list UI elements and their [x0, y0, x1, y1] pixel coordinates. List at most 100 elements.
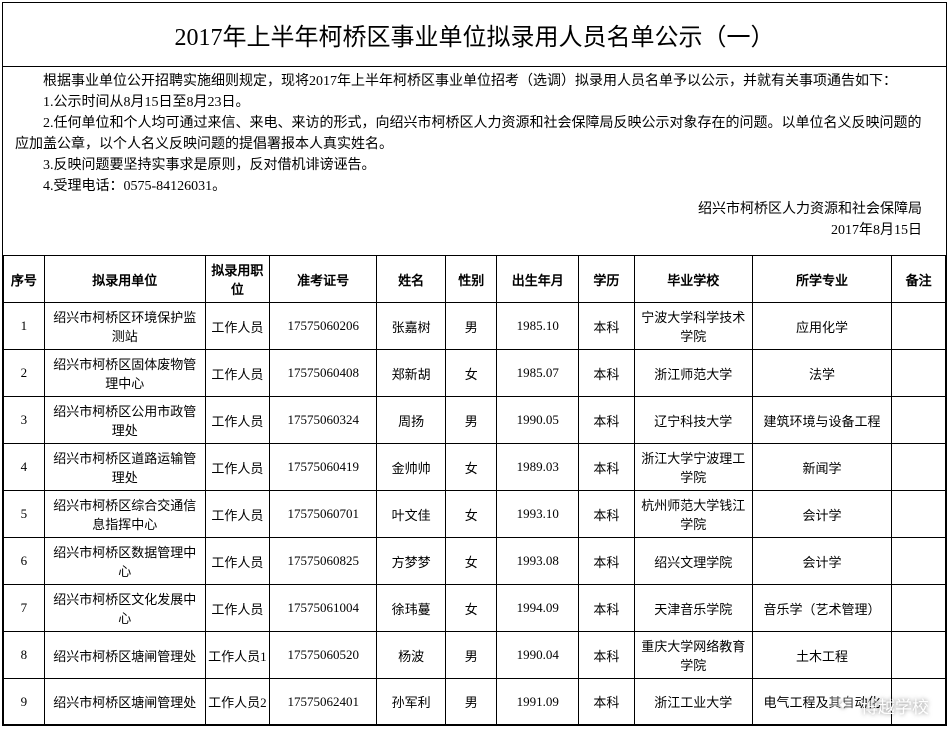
cell-major: 音乐学（艺术管理）	[752, 585, 891, 632]
cell-sex: 女	[445, 350, 496, 397]
cell-note	[892, 350, 946, 397]
cell-note	[892, 585, 946, 632]
table-row: 7绍兴市柯桥区文化发展中心工作人员17575061004徐玮蔓女1994.09本…	[4, 585, 946, 632]
issuer-org: 绍兴市柯桥区人力资源和社会保障局	[15, 199, 922, 220]
th-sex: 性别	[445, 256, 496, 303]
cell-school: 浙江大学宁波理工学院	[634, 444, 752, 491]
cell-note	[892, 632, 946, 679]
cell-exam: 17575061004	[270, 585, 377, 632]
table-row: 8绍兴市柯桥区塘闸管理处工作人员117575060520杨波男1990.04本科…	[4, 632, 946, 679]
th-note: 备注	[892, 256, 946, 303]
cell-name: 张嘉树	[377, 303, 446, 350]
cell-idx: 5	[4, 491, 45, 538]
table-row: 1绍兴市柯桥区环境保护监测站工作人员17575060206张嘉树男1985.10…	[4, 303, 946, 350]
cell-school: 重庆大学网络教育学院	[634, 632, 752, 679]
cell-major: 新闻学	[752, 444, 891, 491]
th-edu: 学历	[579, 256, 635, 303]
cell-name: 叶文佳	[377, 491, 446, 538]
cell-unit: 绍兴市柯桥区道路运输管理处	[44, 444, 205, 491]
cell-birth: 1991.09	[497, 679, 579, 725]
cell-birth: 1990.05	[497, 397, 579, 444]
intro-line-2: 2.任何单位和个人均可通过来信、来电、来访的形式，向绍兴市柯桥区人力资源和社会保…	[15, 113, 934, 155]
cell-edu: 本科	[579, 538, 635, 585]
cell-school: 天津音乐学院	[634, 585, 752, 632]
th-pos: 拟录用职位	[205, 256, 269, 303]
cell-note	[892, 491, 946, 538]
cell-name: 方梦梦	[377, 538, 446, 585]
cell-name: 郑新胡	[377, 350, 446, 397]
table-row: 3绍兴市柯桥区公用市政管理处工作人员17575060324周扬男1990.05本…	[4, 397, 946, 444]
cell-pos: 工作人员2	[205, 679, 269, 725]
table-row: 6绍兴市柯桥区数据管理中心工作人员17575060825方梦梦女1993.08本…	[4, 538, 946, 585]
th-exam: 准考证号	[270, 256, 377, 303]
intro-line-4: 4.受理电话：0575-84126031。	[15, 176, 934, 197]
table-row: 5绍兴市柯桥区综合交通信息指挥中心工作人员17575060701叶文佳女1993…	[4, 491, 946, 538]
cell-school: 绍兴文理学院	[634, 538, 752, 585]
table-header-row: 序号 拟录用单位 拟录用职位 准考证号 姓名 性别 出生年月 学历 毕业学校 所…	[4, 256, 946, 303]
cell-pos: 工作人员	[205, 303, 269, 350]
th-school: 毕业学校	[634, 256, 752, 303]
th-unit: 拟录用单位	[44, 256, 205, 303]
cell-unit: 绍兴市柯桥区数据管理中心	[44, 538, 205, 585]
cell-major: 法学	[752, 350, 891, 397]
cell-edu: 本科	[579, 491, 635, 538]
cell-idx: 8	[4, 632, 45, 679]
cell-idx: 1	[4, 303, 45, 350]
table-row: 9绍兴市柯桥区塘闸管理处工作人员217575062401孙军利男1991.09本…	[4, 679, 946, 725]
cell-idx: 3	[4, 397, 45, 444]
cell-edu: 本科	[579, 632, 635, 679]
cell-birth: 1989.03	[497, 444, 579, 491]
cell-sex: 女	[445, 585, 496, 632]
cell-major: 会计学	[752, 491, 891, 538]
cell-note	[892, 538, 946, 585]
cell-school: 杭州师范大学钱江学院	[634, 491, 752, 538]
intro-line-3: 3.反映问题要坚持实事求是原则，反对借机诽谤诬告。	[15, 155, 934, 176]
cell-pos: 工作人员	[205, 491, 269, 538]
cell-unit: 绍兴市柯桥区文化发展中心	[44, 585, 205, 632]
cell-birth: 1993.08	[497, 538, 579, 585]
cell-edu: 本科	[579, 303, 635, 350]
cell-pos: 工作人员1	[205, 632, 269, 679]
cell-school: 浙江师范大学	[634, 350, 752, 397]
cell-birth: 1993.10	[497, 491, 579, 538]
th-name: 姓名	[377, 256, 446, 303]
document-page: 2017年上半年柯桥区事业单位拟录用人员名单公示（一） 根据事业单位公开招聘实施…	[2, 2, 947, 726]
cell-birth: 1994.09	[497, 585, 579, 632]
th-birth: 出生年月	[497, 256, 579, 303]
th-idx: 序号	[4, 256, 45, 303]
cell-name: 徐玮蔓	[377, 585, 446, 632]
cell-name: 周扬	[377, 397, 446, 444]
cell-birth: 1985.10	[497, 303, 579, 350]
cell-idx: 7	[4, 585, 45, 632]
intro-line-0: 根据事业单位公开招聘实施细则规定，现将2017年上半年柯桥区事业单位招考（选调）…	[15, 71, 934, 92]
table-row: 2绍兴市柯桥区固体废物管理中心工作人员17575060408郑新胡女1985.0…	[4, 350, 946, 397]
cell-edu: 本科	[579, 679, 635, 725]
cell-sex: 男	[445, 632, 496, 679]
cell-major: 会计学	[752, 538, 891, 585]
cell-idx: 9	[4, 679, 45, 725]
cell-pos: 工作人员	[205, 538, 269, 585]
cell-school: 辽宁科技大学	[634, 397, 752, 444]
cell-exam: 17575060701	[270, 491, 377, 538]
cell-sex: 男	[445, 303, 496, 350]
intro-block: 根据事业单位公开招聘实施细则规定，现将2017年上半年柯桥区事业单位招考（选调）…	[3, 66, 946, 255]
cell-exam: 17575060825	[270, 538, 377, 585]
cell-idx: 4	[4, 444, 45, 491]
issuer-date: 2017年8月15日	[15, 220, 922, 241]
cell-note	[892, 444, 946, 491]
cell-note	[892, 397, 946, 444]
cell-unit: 绍兴市柯桥区综合交通信息指挥中心	[44, 491, 205, 538]
cell-idx: 2	[4, 350, 45, 397]
personnel-table: 序号 拟录用单位 拟录用职位 准考证号 姓名 性别 出生年月 学历 毕业学校 所…	[3, 255, 946, 725]
cell-birth: 1985.07	[497, 350, 579, 397]
cell-exam: 17575060419	[270, 444, 377, 491]
cell-pos: 工作人员	[205, 444, 269, 491]
issuer-block: 绍兴市柯桥区人力资源和社会保障局 2017年8月15日	[15, 197, 934, 251]
cell-edu: 本科	[579, 350, 635, 397]
table-body: 1绍兴市柯桥区环境保护监测站工作人员17575060206张嘉树男1985.10…	[4, 303, 946, 725]
th-major: 所学专业	[752, 256, 891, 303]
cell-school: 浙江工业大学	[634, 679, 752, 725]
cell-pos: 工作人员	[205, 397, 269, 444]
cell-edu: 本科	[579, 397, 635, 444]
cell-sex: 女	[445, 538, 496, 585]
